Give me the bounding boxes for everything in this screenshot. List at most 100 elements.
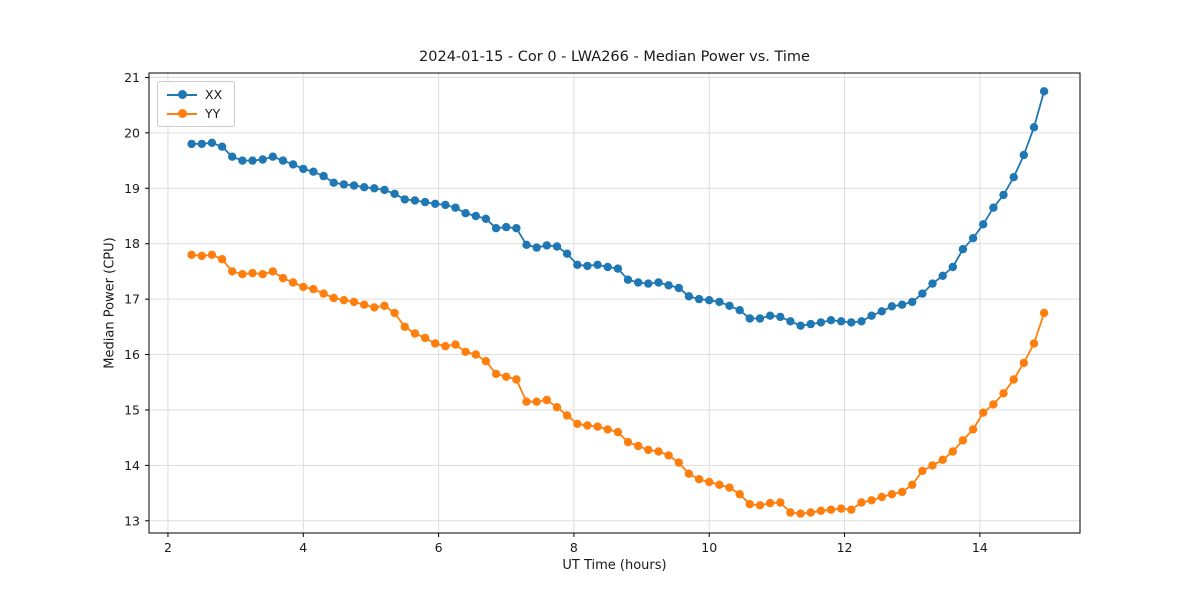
data-point-yy	[512, 375, 521, 384]
x-tick-label: 6	[435, 540, 443, 555]
data-point-yy	[288, 278, 298, 287]
data-point-xx	[319, 171, 328, 181]
data-point-yy	[207, 250, 217, 259]
data-point-yy	[248, 268, 257, 278]
data-point-xx	[786, 317, 795, 326]
data-point-xx	[370, 184, 379, 193]
data-point-yy	[958, 436, 968, 445]
legend-label-yy: YY	[205, 106, 221, 121]
data-point-xx	[471, 211, 480, 221]
data-point-xx	[583, 261, 592, 271]
y-tick-label: 18	[124, 236, 140, 251]
data-point-xx	[705, 296, 714, 305]
x-tick-label: 8	[570, 540, 578, 555]
data-point-yy	[400, 322, 409, 331]
data-point-yy	[826, 505, 836, 514]
x-tick-label: 2	[164, 540, 172, 555]
x-tick-label: 10	[701, 540, 717, 555]
data-point-yy	[928, 461, 937, 470]
data-point-xx	[573, 260, 582, 269]
data-point-xx	[674, 283, 683, 293]
data-point-xx	[958, 245, 968, 254]
data-point-xx	[420, 197, 430, 207]
data-point-yy	[380, 301, 389, 310]
data-point-yy	[562, 411, 572, 420]
data-point-xx	[644, 279, 653, 288]
data-point-yy	[522, 397, 531, 406]
series-line-xx	[191, 91, 1045, 327]
data-point-xx	[867, 311, 876, 320]
data-point-xx	[948, 262, 957, 272]
data-point-yy	[948, 447, 957, 456]
data-point-xx	[776, 312, 785, 322]
data-point-xx	[989, 203, 998, 212]
data-point-xx	[380, 185, 389, 195]
data-point-yy	[918, 466, 927, 476]
data-point-yy	[735, 490, 744, 499]
data-point-xx	[532, 243, 541, 252]
data-point-yy	[502, 372, 511, 381]
data-point-xx	[1039, 87, 1049, 96]
data-point-yy	[705, 477, 714, 487]
data-point-yy	[999, 389, 1008, 398]
data-point-yy	[816, 506, 826, 515]
data-point-xx	[664, 281, 673, 290]
data-point-yy	[634, 441, 643, 451]
y-tick-label: 16	[124, 347, 140, 362]
data-point-xx	[542, 241, 551, 250]
data-point-yy	[238, 270, 247, 279]
data-point-xx	[837, 317, 846, 326]
data-point-xx	[248, 156, 257, 165]
x-tick-label: 12	[837, 540, 853, 555]
data-point-yy	[684, 469, 694, 478]
y-tick-label: 17	[124, 292, 140, 307]
data-point-xx	[847, 318, 856, 327]
data-point-yy	[339, 296, 349, 305]
data-point-yy	[877, 492, 886, 502]
data-point-yy	[583, 421, 592, 430]
data-point-xx	[877, 307, 886, 316]
data-point-xx	[979, 220, 988, 229]
data-point-xx	[278, 156, 288, 165]
x-tick-label: 4	[299, 540, 307, 555]
data-point-xx	[197, 139, 206, 149]
data-point-xx	[968, 234, 978, 243]
data-point-yy	[887, 490, 897, 499]
legend-marker-yy	[167, 109, 197, 119]
data-point-yy	[968, 425, 978, 434]
data-point-xx	[654, 278, 663, 287]
axes-frame	[148, 72, 1081, 534]
data-point-yy	[979, 408, 988, 417]
data-point-xx	[1029, 123, 1039, 132]
data-point-xx	[431, 199, 440, 208]
data-point-xx	[765, 311, 775, 320]
data-point-yy	[857, 498, 866, 507]
data-point-xx	[552, 242, 562, 251]
y-tick-label: 19	[124, 181, 140, 196]
data-point-yy	[755, 501, 765, 510]
legend: XX YY	[157, 81, 236, 127]
data-point-xx	[603, 262, 612, 272]
data-point-yy	[613, 427, 623, 437]
data-point-xx	[339, 180, 349, 189]
data-point-xx	[1009, 173, 1018, 182]
data-point-xx	[623, 275, 633, 284]
data-point-xx	[268, 152, 277, 161]
data-point-yy	[552, 403, 562, 412]
data-point-xx	[207, 138, 217, 147]
data-point-xx	[258, 155, 267, 164]
data-point-yy	[654, 447, 663, 456]
data-point-xx	[908, 297, 917, 307]
data-point-xx	[613, 264, 623, 273]
data-point-yy	[441, 342, 450, 351]
data-point-yy	[217, 255, 227, 264]
data-point-yy	[420, 333, 430, 343]
data-point-xx	[938, 271, 947, 280]
data-point-xx	[390, 189, 399, 198]
data-point-yy	[197, 251, 206, 261]
y-tick-label: 20	[124, 125, 140, 140]
data-point-yy	[299, 282, 308, 292]
data-point-xx	[593, 260, 602, 269]
